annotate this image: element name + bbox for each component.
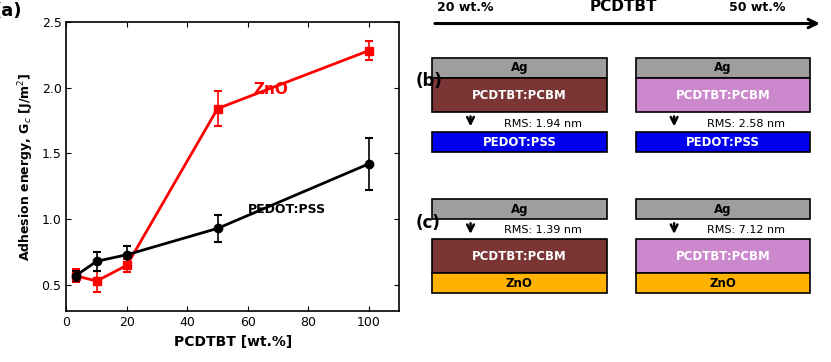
Text: Ag: Ag — [714, 203, 732, 215]
Text: Ag: Ag — [510, 62, 529, 74]
Bar — [432, 273, 607, 293]
Bar — [636, 132, 810, 152]
Bar — [432, 132, 607, 152]
Text: PEDOT:PSS: PEDOT:PSS — [483, 136, 556, 148]
Text: ZnO: ZnO — [253, 82, 288, 97]
Text: RMS: 2.58 nm: RMS: 2.58 nm — [707, 119, 785, 129]
Text: PEDOT:PSS: PEDOT:PSS — [248, 203, 326, 216]
Text: PCDTBT:PCBM: PCDTBT:PCBM — [676, 250, 770, 262]
Text: RMS: 1.94 nm: RMS: 1.94 nm — [504, 119, 582, 129]
Text: (a): (a) — [0, 2, 22, 20]
Bar — [432, 78, 607, 112]
Bar — [636, 58, 810, 78]
Bar — [432, 239, 607, 273]
Text: 50 wt.%: 50 wt.% — [729, 1, 785, 14]
Bar — [636, 199, 810, 219]
Bar — [636, 239, 810, 273]
Text: (b): (b) — [416, 72, 442, 90]
X-axis label: PCDTBT [wt.%]: PCDTBT [wt.%] — [174, 335, 292, 349]
Text: Ag: Ag — [714, 62, 732, 74]
Text: (c): (c) — [416, 214, 440, 232]
Text: PCDTBT:PCBM: PCDTBT:PCBM — [472, 89, 567, 101]
Text: RMS: 1.39 nm: RMS: 1.39 nm — [504, 225, 582, 235]
Y-axis label: Adhesion energy, G$_c$ [J/m$^2$]: Adhesion energy, G$_c$ [J/m$^2$] — [17, 72, 36, 261]
Text: ZnO: ZnO — [506, 277, 533, 290]
Text: Ag: Ag — [510, 203, 529, 215]
Text: PCDTBT:PCBM: PCDTBT:PCBM — [472, 250, 567, 262]
Bar — [432, 58, 607, 78]
Text: PEDOT:PSS: PEDOT:PSS — [686, 136, 760, 148]
Text: ZnO: ZnO — [710, 277, 736, 290]
Text: RMS: 7.12 nm: RMS: 7.12 nm — [707, 225, 785, 235]
Text: PCDTBT: PCDTBT — [589, 0, 657, 14]
Bar — [432, 199, 607, 219]
Text: PCDTBT:PCBM: PCDTBT:PCBM — [676, 89, 770, 101]
Bar — [636, 78, 810, 112]
Text: 20 wt.%: 20 wt.% — [437, 1, 494, 14]
Bar — [636, 273, 810, 293]
